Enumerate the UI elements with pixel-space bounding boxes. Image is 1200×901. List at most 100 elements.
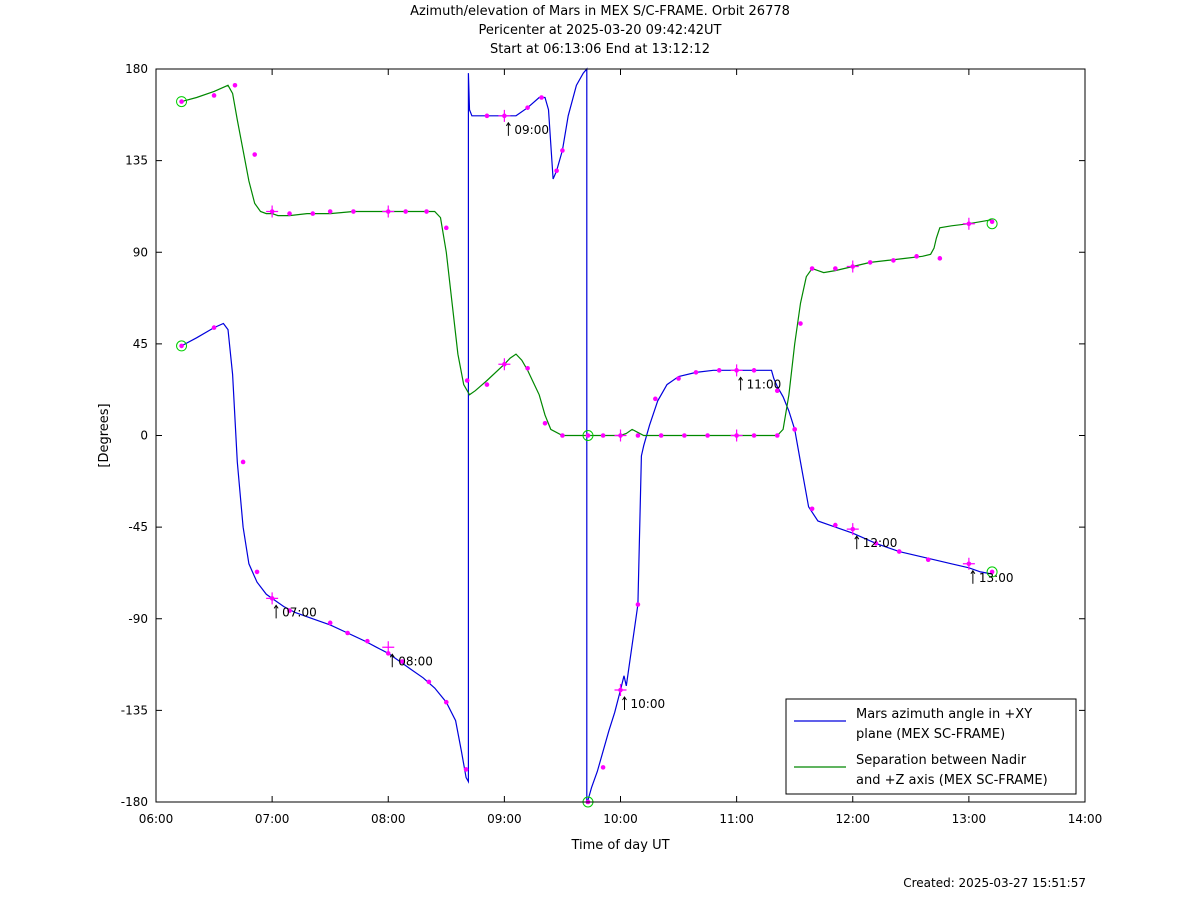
axes: 06:00 07:00 08:00 09:00 10:00 11:00 12:00 13:00… <box>121 62 1103 826</box>
data-point <box>399 659 405 664</box>
annotation-arrow <box>738 376 744 381</box>
data-point <box>833 266 838 271</box>
annotation-arrow <box>505 121 511 127</box>
data-point <box>502 361 507 367</box>
circle-marker <box>986 218 998 230</box>
data-point <box>385 209 391 214</box>
data-point <box>560 433 565 438</box>
data-point <box>287 608 292 613</box>
data-point <box>310 211 316 216</box>
data-point <box>542 420 548 426</box>
annotation-label: 09:00 <box>514 123 549 137</box>
chart-subtitle-pericenter: Pericenter at 2025-03-20 09:42:42UT <box>478 23 722 38</box>
legend-label: Separation between Nadir <box>856 753 1027 768</box>
data-point <box>179 99 184 104</box>
data-point <box>240 459 246 465</box>
data-point <box>585 433 591 438</box>
x-tick-label: 10:00 <box>603 812 638 826</box>
data-point <box>269 209 275 214</box>
circle-marker <box>176 340 188 352</box>
data-point <box>179 343 184 349</box>
annotation-label: 10:00 <box>631 697 666 711</box>
data-point <box>966 561 972 567</box>
data-point <box>327 620 333 626</box>
data-point <box>937 256 943 261</box>
data-point <box>809 506 815 512</box>
x-tick-label: 08:00 <box>371 812 406 826</box>
data-point <box>351 209 356 214</box>
data-point <box>385 651 391 656</box>
x-tick-label: 13:00 <box>952 812 987 826</box>
data-point <box>989 219 995 225</box>
x-axis-label: Time of day UT <box>570 838 669 853</box>
data-point <box>798 321 803 326</box>
data-point <box>463 767 469 772</box>
data-point <box>403 209 408 214</box>
x-tick-label: 12:00 <box>835 812 870 826</box>
data-point <box>252 152 258 157</box>
plot-content: 07:00 08:00 09:00 10:00 11:00 12:00 13:00 <box>176 67 1013 808</box>
y-tick-label: 90 <box>133 245 148 259</box>
x-tick-label: 11:00 <box>719 812 754 826</box>
annotation-label: 08:00 <box>398 654 433 668</box>
data-point <box>989 569 995 575</box>
data-point <box>635 602 641 607</box>
data-point <box>891 258 896 263</box>
annotation-label: 07:00 <box>282 605 317 619</box>
data-point <box>464 378 470 383</box>
series-line-1 <box>181 67 993 805</box>
y-tick-label: -180 <box>121 795 148 809</box>
y-tick-label: -90 <box>128 612 148 626</box>
data-point <box>254 569 260 575</box>
data-point <box>560 148 565 153</box>
data-point <box>716 368 722 373</box>
data-point <box>751 368 757 373</box>
chart-subtitle-start-end: Start at 06:13:06 End at 13:12:12 <box>489 42 711 57</box>
data-point <box>618 433 623 438</box>
data-point <box>600 433 606 438</box>
y-tick-label: -45 <box>128 520 148 534</box>
y-axis-label: [Degrees] <box>97 403 112 467</box>
annotation-arrow <box>622 696 627 701</box>
data-point <box>676 376 681 381</box>
data-point <box>211 93 217 98</box>
data-point <box>426 679 432 685</box>
data-point <box>873 541 879 546</box>
circle-marker <box>986 566 998 578</box>
data-point <box>365 638 370 644</box>
data-point <box>484 113 490 119</box>
legend-label: plane (MEX SC-FRAME) <box>856 727 1005 742</box>
x-tick-label: 06:00 <box>139 812 174 826</box>
y-tick-label: 0 <box>140 429 148 443</box>
circle-marker <box>582 430 594 441</box>
annotation-label: 11:00 <box>747 377 782 391</box>
data-point <box>635 433 641 438</box>
data-point <box>539 95 544 100</box>
data-point <box>867 260 873 265</box>
data-point <box>774 388 780 394</box>
annotation-arrow <box>273 604 279 609</box>
data-point <box>653 396 658 402</box>
data-point <box>345 630 350 636</box>
data-point <box>751 433 757 438</box>
data-point <box>269 596 275 601</box>
data-point <box>484 382 490 387</box>
data-point <box>327 209 333 214</box>
series-line-2 <box>181 84 993 437</box>
y-tick-label: 45 <box>133 337 148 351</box>
data-point <box>287 211 292 216</box>
annotation-arrow <box>854 535 860 540</box>
data-point <box>734 433 739 438</box>
annotation-arrow <box>970 569 976 575</box>
x-tick-label: 07:00 <box>255 812 290 826</box>
data-point <box>658 433 664 438</box>
legend-label: Mars azimuth angle in +XY <box>856 707 1032 722</box>
data-point <box>734 368 739 373</box>
data-point <box>682 433 687 438</box>
data-point <box>502 113 507 119</box>
data-point <box>444 699 449 705</box>
data-point <box>211 325 217 330</box>
data-point <box>966 221 972 227</box>
data-point <box>896 549 902 554</box>
